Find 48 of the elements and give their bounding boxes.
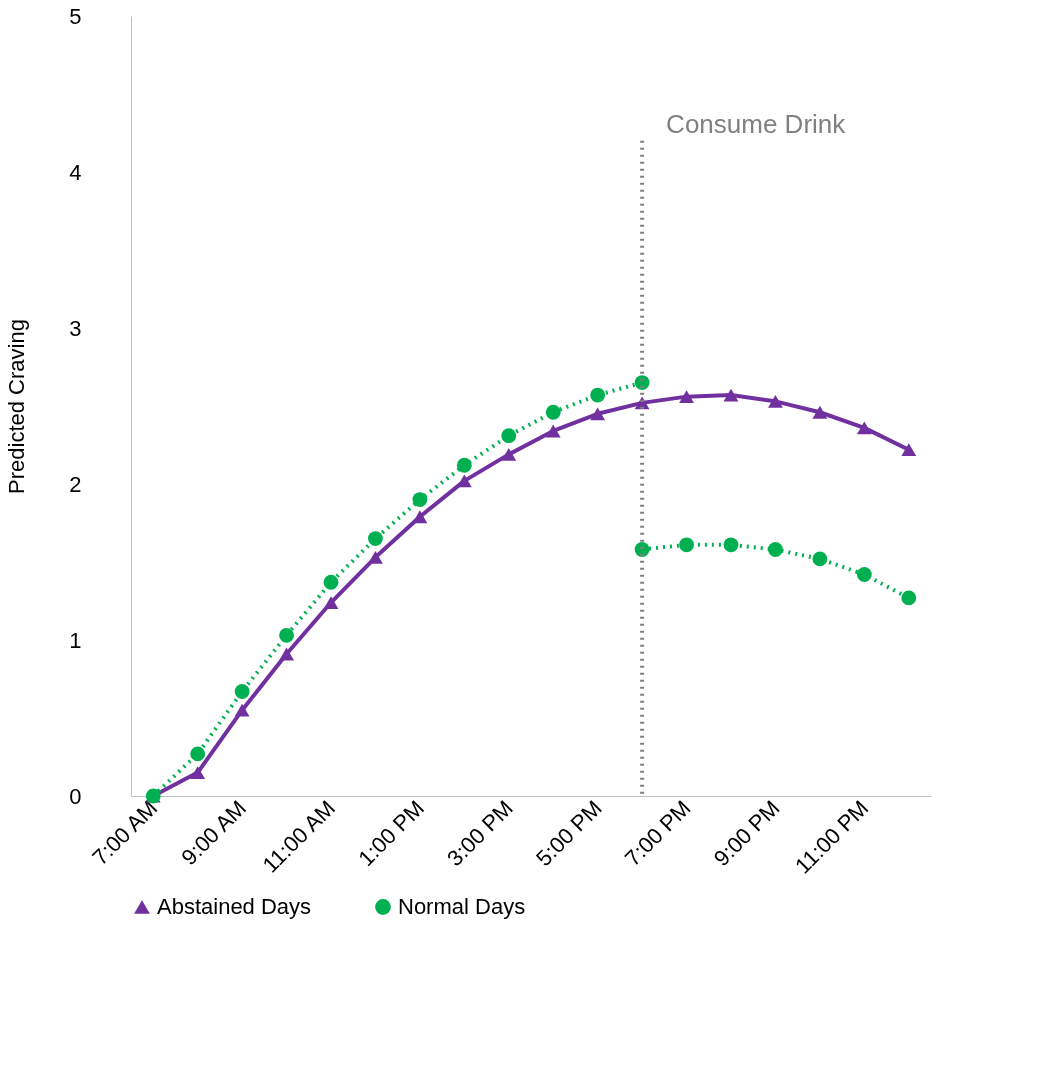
point	[856, 567, 872, 582]
point	[190, 766, 206, 780]
point	[412, 510, 428, 524]
point	[279, 627, 294, 643]
point	[768, 542, 783, 557]
y-tick-label: 3	[69, 315, 82, 341]
x-tick-label: 7:00 AM	[87, 795, 163, 871]
point	[190, 746, 206, 762]
point	[901, 590, 917, 606]
x-tick-label: 3:00 PM	[442, 795, 518, 871]
x-tick-label: 1:00 PM	[353, 795, 429, 871]
point	[323, 574, 339, 590]
point	[723, 537, 739, 553]
point	[279, 647, 294, 661]
x-tick-label: 5:00 PM	[531, 795, 607, 871]
point	[545, 424, 561, 438]
point	[234, 703, 250, 717]
point	[590, 407, 606, 421]
point	[856, 421, 872, 435]
x-tick-label: 7:00 PM	[619, 795, 696, 871]
point	[590, 387, 606, 403]
point	[412, 492, 428, 507]
point	[723, 388, 739, 402]
point	[545, 404, 561, 420]
y-tick-label: 2	[69, 471, 82, 497]
y-tick-label: 0	[69, 783, 82, 809]
ref-line-label: Consume Drink	[666, 109, 847, 140]
point	[368, 531, 383, 546]
y-tick-label: 5	[69, 3, 82, 29]
point	[323, 596, 339, 609]
y-tick-label: 1	[69, 627, 82, 653]
point	[768, 394, 783, 408]
point	[812, 405, 828, 419]
point	[679, 390, 694, 404]
point	[234, 684, 250, 699]
y-axis-title: Predicted Craving	[4, 319, 30, 494]
legend-label: Normal Days	[398, 894, 526, 919]
point	[679, 537, 694, 553]
point	[368, 550, 383, 564]
legend-label: Abstained Days	[157, 894, 312, 919]
point	[456, 457, 472, 473]
x-tick-label: 9:00 AM	[176, 795, 252, 871]
point	[901, 443, 917, 457]
x-tick-label: 9:00 PM	[708, 795, 785, 871]
point	[812, 551, 828, 567]
point	[501, 428, 517, 444]
y-tick-label: 4	[69, 159, 82, 185]
point	[501, 447, 517, 461]
